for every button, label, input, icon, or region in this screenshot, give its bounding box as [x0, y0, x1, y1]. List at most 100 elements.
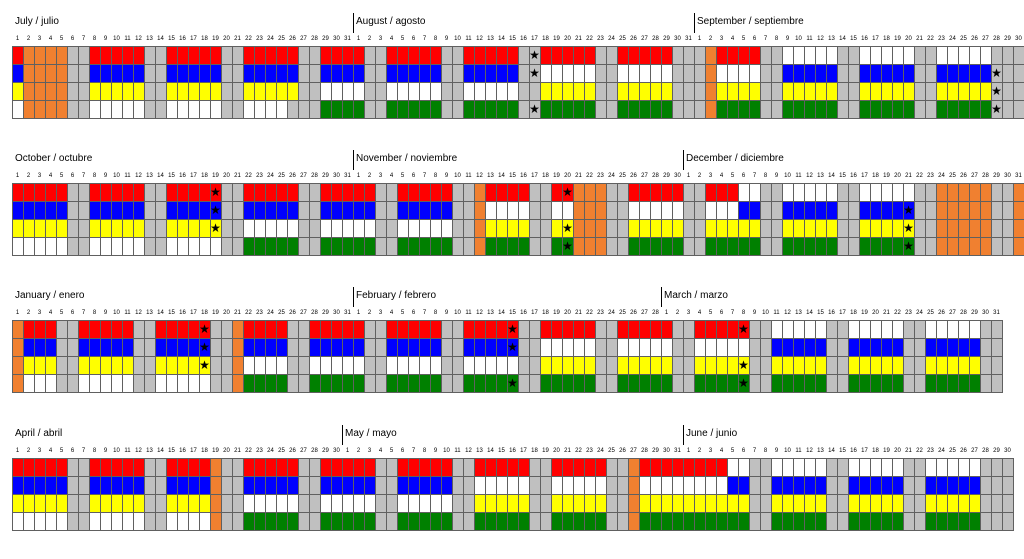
day-number: 3: [686, 310, 691, 316]
day-number: 3: [378, 173, 383, 179]
day-number: 20: [894, 173, 901, 179]
day-number: 6: [411, 36, 416, 42]
day-number: 9: [774, 448, 779, 454]
day-number: 19: [212, 448, 219, 454]
day-number: 9: [103, 448, 108, 454]
day-number: 17: [872, 36, 879, 42]
day-number: 5: [730, 448, 735, 454]
day-number: 22: [245, 36, 252, 42]
day-number: 27: [971, 448, 978, 454]
day-number: 16: [179, 173, 186, 179]
day-number: 10: [454, 310, 461, 316]
day-number: 14: [498, 36, 505, 42]
day-number: 12: [806, 448, 813, 454]
day-number: 1: [356, 173, 361, 179]
day-cell: [1013, 237, 1024, 256]
day-number: 8: [433, 310, 438, 316]
day-cell: [1002, 458, 1014, 477]
day-number: 8: [92, 310, 97, 316]
day-number: 17: [190, 448, 197, 454]
day-number: 11: [806, 36, 813, 42]
day-number: 23: [938, 36, 945, 42]
day-number: 24: [608, 173, 615, 179]
day-number: 31: [993, 310, 1000, 316]
day-number: 16: [828, 310, 835, 316]
day-number: 2: [26, 310, 31, 316]
day-number: 27: [949, 310, 956, 316]
day-number: 27: [641, 310, 648, 316]
day-number: 24: [916, 310, 923, 316]
day-number: 30: [674, 36, 681, 42]
day-number: 13: [487, 173, 494, 179]
day-number: 18: [883, 36, 890, 42]
day-number: 28: [982, 448, 989, 454]
day-number: 16: [520, 36, 527, 42]
day-number: 19: [553, 310, 560, 316]
day-number: 2: [367, 36, 372, 42]
day-number: 24: [949, 36, 956, 42]
star-marker: ★: [991, 66, 1002, 80]
day-number: 25: [278, 448, 285, 454]
day-number: 12: [135, 448, 142, 454]
day-number: 10: [113, 173, 120, 179]
month-title: October / octubre: [15, 153, 93, 164]
day-number: 21: [575, 36, 582, 42]
month-title: November / noviembre: [356, 153, 458, 164]
day-number: 31: [344, 36, 351, 42]
day-number: 23: [586, 448, 593, 454]
day-number: 20: [872, 310, 879, 316]
day-number: 10: [762, 310, 769, 316]
day-cell: [1013, 46, 1024, 65]
day-number: 4: [389, 173, 394, 179]
day-number: 10: [784, 173, 791, 179]
day-number: 26: [630, 310, 637, 316]
day-number: 31: [1015, 173, 1022, 179]
day-number: 17: [839, 310, 846, 316]
day-number: 3: [37, 310, 42, 316]
day-number: 8: [763, 448, 768, 454]
star-marker: ★: [529, 102, 540, 116]
day-number: 29: [663, 36, 670, 42]
day-number: 15: [168, 310, 175, 316]
day-number: 9: [103, 36, 108, 42]
day-number: 25: [608, 448, 615, 454]
day-number: 11: [454, 448, 461, 454]
day-number: 15: [509, 310, 516, 316]
day-number: 6: [741, 173, 746, 179]
day-number: 12: [135, 36, 142, 42]
day-number: 26: [938, 310, 945, 316]
day-number: 19: [883, 173, 890, 179]
day-number: 30: [333, 448, 340, 454]
day-number: 7: [81, 310, 86, 316]
day-cell: [1002, 512, 1014, 531]
day-number: 27: [300, 36, 307, 42]
day-number: 22: [927, 36, 934, 42]
day-number: 8: [763, 173, 768, 179]
day-number: 27: [630, 448, 637, 454]
day-number: 13: [487, 36, 494, 42]
day-number: 6: [741, 448, 746, 454]
day-number: 2: [26, 173, 31, 179]
day-number: 1: [15, 173, 20, 179]
day-number: 20: [553, 448, 560, 454]
day-number: 2: [356, 448, 361, 454]
day-number: 14: [157, 36, 164, 42]
month-divider: [342, 425, 343, 445]
day-number: 25: [619, 173, 626, 179]
month-title: December / diciembre: [686, 153, 784, 164]
day-cell: [991, 374, 1003, 393]
day-number: 18: [542, 36, 549, 42]
day-number: 2: [26, 448, 31, 454]
day-number: 28: [311, 36, 318, 42]
day-number: 7: [422, 36, 427, 42]
day-number: 30: [674, 173, 681, 179]
day-number: 3: [719, 36, 724, 42]
day-number: 29: [322, 448, 329, 454]
day-number: 18: [201, 448, 208, 454]
day-number: 30: [663, 448, 670, 454]
day-number: 15: [498, 448, 505, 454]
day-number: 27: [300, 310, 307, 316]
day-number: 7: [81, 448, 86, 454]
day-number: 30: [333, 36, 340, 42]
star-marker: ★: [507, 376, 518, 390]
